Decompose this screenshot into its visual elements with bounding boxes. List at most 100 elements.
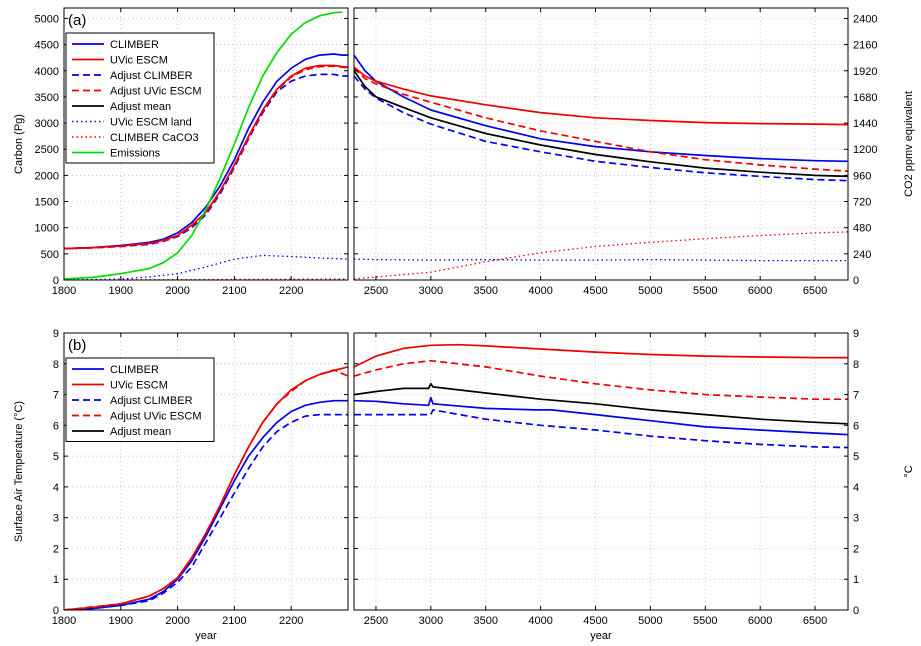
y-tick-label: 5000 xyxy=(35,13,59,25)
series-line-emissions xyxy=(64,11,343,280)
y-tick-label-right: 3 xyxy=(853,513,859,525)
x-tick-label: 2000 xyxy=(165,615,189,627)
x-tick-label: 4500 xyxy=(583,615,607,627)
x-tick-label: 6500 xyxy=(803,285,827,297)
y-tick-label: 4000 xyxy=(35,66,59,78)
x-axis-label: year xyxy=(195,630,217,642)
x-tick-label: 1900 xyxy=(109,615,133,627)
legend-entry: UVic ESCM xyxy=(110,55,168,67)
series-line-uvic-escm xyxy=(354,66,848,126)
legend-box xyxy=(65,32,215,164)
y-axis-label: Carbon (Pg) xyxy=(13,114,25,174)
series-line-climber xyxy=(354,396,848,436)
y-tick-label: 5 xyxy=(53,451,59,463)
y-tick-label-right: 960 xyxy=(853,170,871,182)
y-tick-label: 2 xyxy=(53,543,59,555)
x-axis-label: year xyxy=(590,630,612,642)
legend-entry: CLIMBER CaCO3 xyxy=(110,132,199,144)
x-tick-label: 2200 xyxy=(279,285,303,297)
y-tick-label: 4 xyxy=(53,482,59,494)
legend-entry: UVic ESCM land xyxy=(110,117,192,129)
series-group xyxy=(64,11,348,280)
y-tick-label: 6 xyxy=(53,420,59,432)
y-tick-label-right: 1920 xyxy=(853,66,877,78)
legend-entry: Emissions xyxy=(110,148,161,160)
series-line-adjust-climber xyxy=(64,413,348,610)
x-tick-label: 1900 xyxy=(109,285,133,297)
y-tick-label-right: 1680 xyxy=(853,92,877,104)
y-tick-label-right: 9 xyxy=(853,328,859,340)
axes-frame xyxy=(63,332,349,611)
y-tick-label: 9 xyxy=(53,328,59,340)
y-tick-label: 2500 xyxy=(35,144,59,156)
series-line-adjust-uvic-escm xyxy=(64,65,348,250)
legend: CLIMBER UVic ESCM Adjust CLIMBER Adjust UVi… xyxy=(65,32,215,164)
y-tick-label-right: 2 xyxy=(853,543,859,555)
y-tick-label: 8 xyxy=(53,359,59,371)
series-line-adjust-uvic-escm xyxy=(64,369,348,610)
y-tick-label-right: 720 xyxy=(853,197,871,209)
series-group xyxy=(354,54,848,280)
y-tick-label-right: 1200 xyxy=(853,144,877,156)
series-line-climber xyxy=(354,54,848,163)
x-tick-label: 5000 xyxy=(638,615,662,627)
x-tick-label: 3000 xyxy=(419,285,443,297)
y-axis-label: Surface Air Temperature (°C) xyxy=(13,401,25,542)
legend-box xyxy=(65,357,215,442)
x-tick-label: 2500 xyxy=(364,285,388,297)
series-line-adjust-climber xyxy=(354,75,848,182)
x-tick-label: 3500 xyxy=(473,615,497,627)
x-tick-label: 5000 xyxy=(638,285,662,297)
x-tick-label: 2500 xyxy=(364,615,388,627)
x-tick-label: 2000 xyxy=(165,285,189,297)
y-tick-label-right: 7 xyxy=(853,390,859,402)
x-tick-label: 4000 xyxy=(528,615,552,627)
series-line-uvic-escm xyxy=(354,343,848,368)
legend-entry: Adjust mean xyxy=(110,101,171,113)
y-tick-label-right: 2160 xyxy=(853,40,877,52)
series-group xyxy=(354,343,848,449)
legend-entry: Adjust CLIMBER xyxy=(110,395,193,407)
y-tick-label-right: 5 xyxy=(853,451,859,463)
legend-entry: Adjust CLIMBER xyxy=(110,70,193,82)
y-axis-label-right: CO2 ppmv equivalent xyxy=(903,91,915,197)
series-group xyxy=(64,366,348,610)
panel-tag: (b) xyxy=(68,337,86,354)
legend-entry: Adjust UVic ESCM xyxy=(110,411,202,423)
legend-entry: Adjust mean xyxy=(110,426,171,438)
axes-frame xyxy=(63,7,349,281)
panel-a: 1800 1900 2000 2100 2200 2500 3000 3500 4000 4500… xyxy=(13,7,915,297)
legend-entry: UVic ESCM xyxy=(110,380,168,392)
x-tick-label: 2100 xyxy=(222,615,246,627)
x-tick-label: 3000 xyxy=(419,615,443,627)
series-line-uvic-escm-land xyxy=(354,258,848,262)
series-line-adjust-uvic-escm xyxy=(354,67,848,173)
series-line-adjust-mean xyxy=(354,70,848,178)
y-tick-label: 1000 xyxy=(35,223,59,235)
series-line-uvic-escm-land xyxy=(64,254,348,280)
series-line-adjust-climber xyxy=(354,409,848,449)
y-tick-label-right: 6 xyxy=(853,420,859,432)
legend-entry: CLIMBER xyxy=(110,39,159,51)
x-tick-label: 1800 xyxy=(52,615,76,627)
x-tick-label: 2100 xyxy=(222,285,246,297)
y-tick-label: 1500 xyxy=(35,197,59,209)
y-tick-label: 500 xyxy=(41,249,59,261)
x-tick-label: 5500 xyxy=(693,285,717,297)
y-tick-label: 0 xyxy=(53,275,59,287)
x-tick-label: 5500 xyxy=(693,615,717,627)
y-tick-label: 4500 xyxy=(35,40,59,52)
y-tick-label-right: 1440 xyxy=(853,118,877,130)
series-line-climber xyxy=(64,53,348,250)
y-tick-label: 7 xyxy=(53,390,59,402)
x-tick-label: 6500 xyxy=(803,615,827,627)
series-line-uvic-escm xyxy=(64,64,348,250)
series-line-adjust-mean xyxy=(354,382,848,425)
axes-frame xyxy=(353,332,849,611)
x-tick-label: 6000 xyxy=(748,285,772,297)
axes-frame xyxy=(353,7,849,281)
y-tick-label-right: 8 xyxy=(853,359,859,371)
y-tick-label: 3 xyxy=(53,513,59,525)
